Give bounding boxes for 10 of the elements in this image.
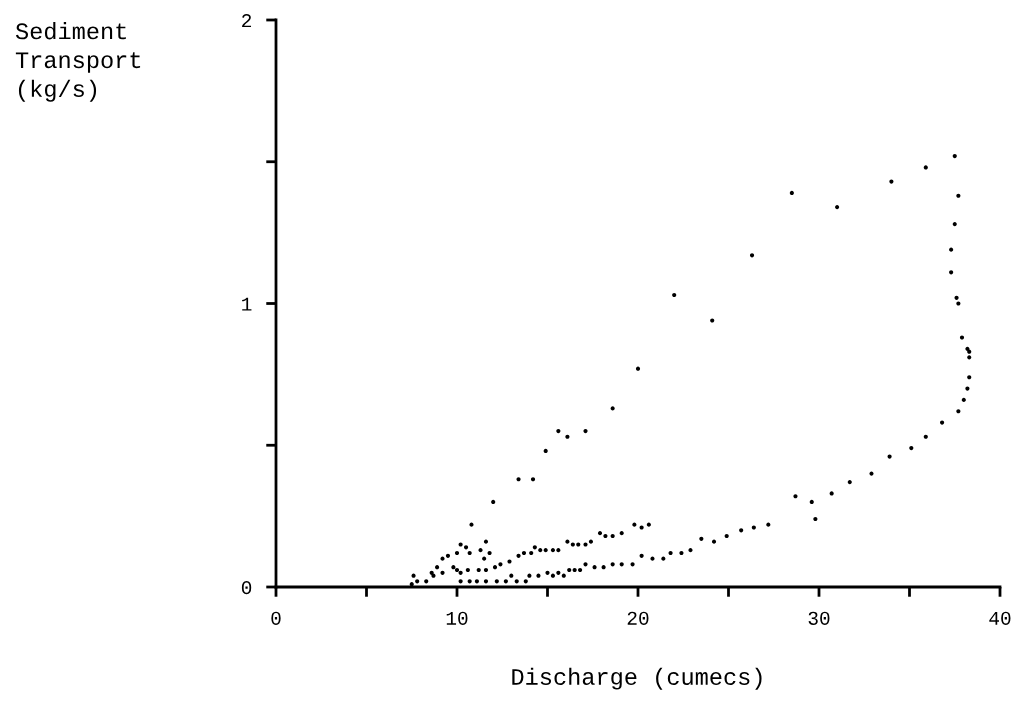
x-tick-label: 40 xyxy=(989,611,1011,625)
y-axis-title: Sediment Transport (kg/s) xyxy=(15,22,141,102)
y-tick-label: 1 xyxy=(242,297,252,311)
x-tick-label: 20 xyxy=(627,611,649,625)
y-tick-label: 2 xyxy=(242,14,252,28)
y-tick-label: 0 xyxy=(241,581,252,595)
x-tick-label: 30 xyxy=(808,611,830,625)
x-axis-title: Discharge (cumecs) xyxy=(512,667,762,690)
x-tick-label: 0 xyxy=(271,611,281,625)
x-tick-label: 10 xyxy=(446,611,468,625)
